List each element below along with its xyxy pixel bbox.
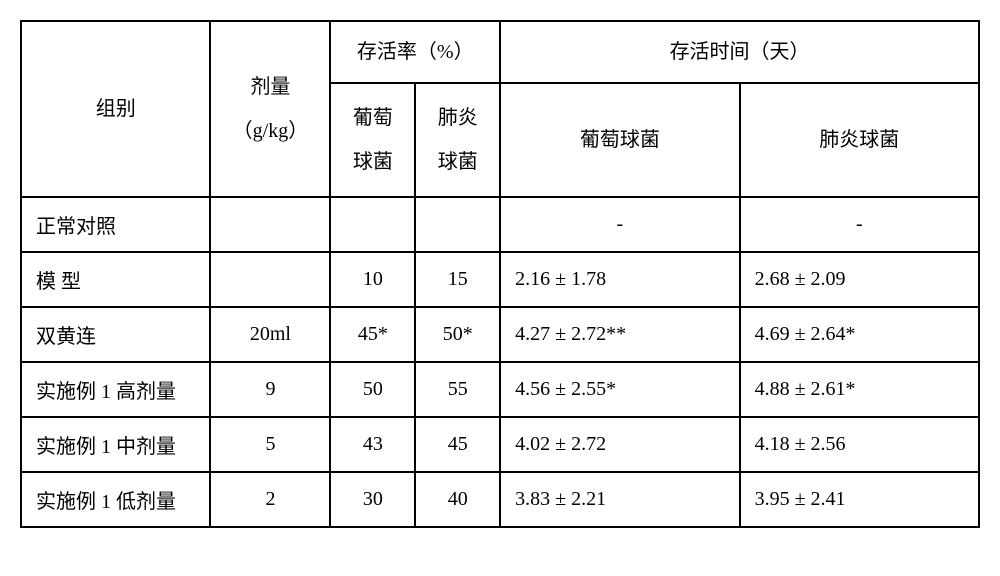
cell-group: 实施例 1 中剂量 <box>21 417 210 472</box>
cell-rate-staph: 45* <box>330 307 415 362</box>
col-header-survival-time: 存活时间（天） <box>500 21 979 83</box>
cell-time-staph: 3.83 ± 2.21 <box>500 472 739 527</box>
col-subheader-rate-pneumo: 肺炎 球菌 <box>415 83 500 197</box>
cell-time-staph: 4.56 ± 2.55* <box>500 362 739 417</box>
header-row-1: 组别 剂量 （g/kg） 存活率（%） 存活时间（天） <box>21 21 979 83</box>
cell-group: 正常对照 <box>21 197 210 252</box>
cell-rate-staph: 30 <box>330 472 415 527</box>
pneumo-line2: 球菌 <box>438 151 478 173</box>
cell-rate-pneumo: 50* <box>415 307 500 362</box>
cell-rate-pneumo: 15 <box>415 252 500 307</box>
cell-time-pneumo: 4.18 ± 2.56 <box>740 417 979 472</box>
cell-group: 实施例 1 低剂量 <box>21 472 210 527</box>
cell-group: 双黄连 <box>21 307 210 362</box>
col-subheader-time-pneumo: 肺炎球菌 <box>740 83 979 197</box>
cell-dose: 5 <box>210 417 330 472</box>
col-header-survival-rate: 存活率（%） <box>330 21 500 83</box>
cell-rate-pneumo: 55 <box>415 362 500 417</box>
cell-time-staph: 2.16 ± 1.78 <box>500 252 739 307</box>
cell-group: 模 型 <box>21 252 210 307</box>
cell-rate-pneumo: 45 <box>415 417 500 472</box>
cell-time-staph: 4.02 ± 2.72 <box>500 417 739 472</box>
dose-label: 剂量 <box>250 76 290 98</box>
cell-dose <box>210 197 330 252</box>
cell-time-staph: 4.27 ± 2.72** <box>500 307 739 362</box>
cell-time-pneumo: 4.88 ± 2.61* <box>740 362 979 417</box>
table-row: 实施例 1 低剂量 2 30 40 3.83 ± 2.21 3.95 ± 2.4… <box>21 472 979 527</box>
col-subheader-time-staph: 葡萄球菌 <box>500 83 739 197</box>
col-header-group: 组别 <box>21 21 210 197</box>
table-row: 实施例 1 高剂量 9 50 55 4.56 ± 2.55* 4.88 ± 2.… <box>21 362 979 417</box>
cell-rate-pneumo <box>415 197 500 252</box>
col-subheader-rate-staph: 葡萄 球菌 <box>330 83 415 197</box>
cell-dose: 9 <box>210 362 330 417</box>
pneumo-line1: 肺炎 <box>438 107 478 129</box>
cell-time-pneumo: - <box>740 197 979 252</box>
cell-dose: 20ml <box>210 307 330 362</box>
cell-group: 实施例 1 高剂量 <box>21 362 210 417</box>
cell-rate-staph: 43 <box>330 417 415 472</box>
table-row: 正常对照 - - <box>21 197 979 252</box>
staph-line1: 葡萄 <box>353 107 393 129</box>
cell-time-staph: - <box>500 197 739 252</box>
cell-time-pneumo: 4.69 ± 2.64* <box>740 307 979 362</box>
cell-time-pneumo: 2.68 ± 2.09 <box>740 252 979 307</box>
table-row: 实施例 1 中剂量 5 43 45 4.02 ± 2.72 4.18 ± 2.5… <box>21 417 979 472</box>
cell-rate-staph: 10 <box>330 252 415 307</box>
table-row: 模 型 10 15 2.16 ± 1.78 2.68 ± 2.09 <box>21 252 979 307</box>
cell-time-pneumo: 3.95 ± 2.41 <box>740 472 979 527</box>
cell-rate-staph <box>330 197 415 252</box>
cell-dose <box>210 252 330 307</box>
table-row: 双黄连 20ml 45* 50* 4.27 ± 2.72** 4.69 ± 2.… <box>21 307 979 362</box>
table-body: 正常对照 - - 模 型 10 15 2.16 ± 1.78 2.68 ± 2.… <box>21 197 979 527</box>
data-table: 组别 剂量 （g/kg） 存活率（%） 存活时间（天） 葡萄 球菌 肺炎 球菌 … <box>20 20 980 528</box>
cell-rate-staph: 50 <box>330 362 415 417</box>
staph-line2: 球菌 <box>353 151 393 173</box>
cell-rate-pneumo: 40 <box>415 472 500 527</box>
col-header-dose: 剂量 （g/kg） <box>210 21 330 197</box>
cell-dose: 2 <box>210 472 330 527</box>
dose-unit: （g/kg） <box>233 120 309 142</box>
